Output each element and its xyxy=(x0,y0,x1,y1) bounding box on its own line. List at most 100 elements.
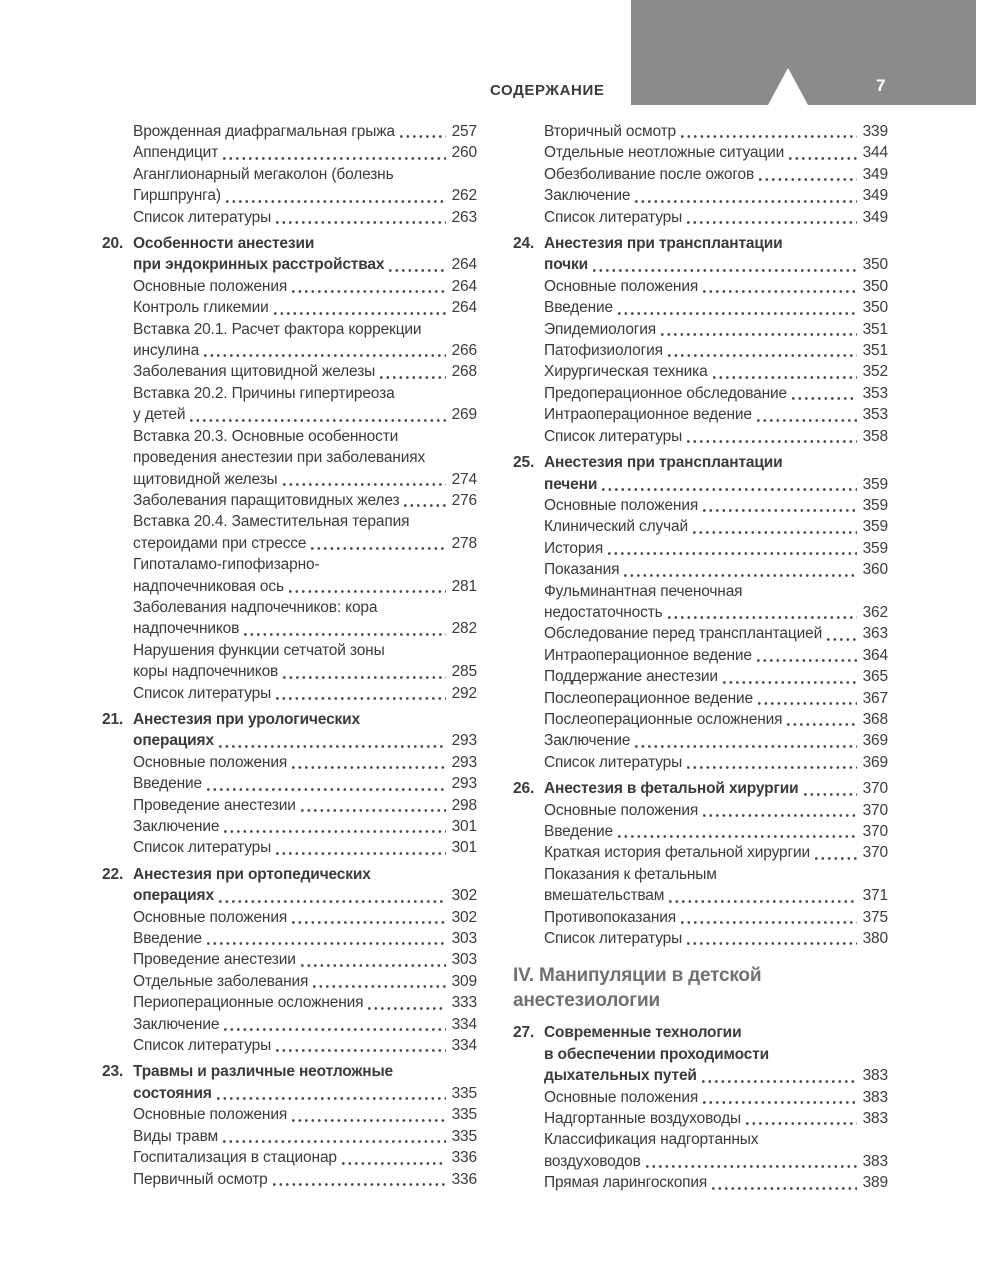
entry-title: операциях xyxy=(133,732,214,750)
entry-title: Основные положения xyxy=(544,496,699,514)
toc-sub-entry: Заключение 349 xyxy=(513,185,888,206)
page-number: 351 xyxy=(862,342,889,360)
page-number: 370 xyxy=(862,780,889,798)
dot-leader xyxy=(687,766,857,770)
toc-sub-entry: Краткая история фетальной хирургии 370 xyxy=(513,842,888,863)
dot-leader xyxy=(273,311,446,315)
toc-sub-entry: Аппендицит 260 xyxy=(102,142,477,163)
toc-sub-entry: Основные положения 359 xyxy=(513,495,888,516)
dot-leader xyxy=(368,1006,446,1010)
entry-title: Отдельные заболевания xyxy=(133,972,309,990)
dot-leader xyxy=(635,199,857,203)
entry-title: Прямая ларингоскопия xyxy=(544,1174,708,1192)
entry-title: Проведение анестезии xyxy=(133,951,296,969)
toc-chapter-entry: 24. Анестезия при трансплантации почки 350 xyxy=(513,233,888,276)
dot-leader xyxy=(313,985,446,989)
entry-title: Послеоперационное ведение xyxy=(544,689,753,707)
page-number: 302 xyxy=(451,887,478,905)
entry-title: Список литературы xyxy=(133,839,272,857)
entry-title: Особенности анестезии xyxy=(133,235,315,253)
corner-tab-notch-icon xyxy=(768,68,808,105)
toc-chapter-entry: 23. Травмы и различные неотложные состояни… xyxy=(102,1061,477,1104)
toc-sub-entry: Обезболивание после ожогов 349 xyxy=(513,164,888,185)
dot-leader xyxy=(216,1097,446,1101)
page-number: 293 xyxy=(451,732,478,750)
page-number: 262 xyxy=(451,187,478,205)
entry-title: надпочечниковая ось xyxy=(133,577,284,595)
toc-sub-entry: Вторичный осмотр 339 xyxy=(513,121,888,142)
page-number: 370 xyxy=(862,823,889,840)
page-number: 293 xyxy=(451,753,478,771)
entry-title: Введение xyxy=(133,775,202,793)
entry-title: недостаточность xyxy=(544,603,663,621)
page-number: 349 xyxy=(862,208,889,226)
entry-title: коры надпочечников xyxy=(133,663,279,681)
entry-title: Проведение анестезии xyxy=(133,796,296,814)
entry-title: Интраоперационное ведение xyxy=(544,406,752,424)
dot-leader xyxy=(703,509,857,513)
toc-sub-entry: Вставка 20.2. Причины гипертиреоза у дете… xyxy=(102,383,477,426)
page-number: 359 xyxy=(862,539,889,557)
toc-sub-entry: Введение 303 xyxy=(102,928,477,949)
dot-leader xyxy=(827,637,857,641)
page-number: 350 xyxy=(862,256,889,274)
entry-title: Основные положения xyxy=(133,753,288,771)
dot-leader xyxy=(225,199,446,203)
toc-sub-entry: Список литературы 301 xyxy=(102,837,477,858)
entry-title: при эндокринных расстройствах xyxy=(133,256,385,274)
dot-leader xyxy=(276,696,446,700)
entry-title: инсулина xyxy=(133,342,200,360)
entry-title: Список литературы xyxy=(544,427,683,445)
toc-sub-entry: Показания к фетальным вмешательствам 371 xyxy=(513,864,888,907)
page-number: 298 xyxy=(451,796,478,814)
entry-title: Введение xyxy=(544,823,613,840)
chapter-number: 20. xyxy=(102,235,124,253)
dot-leader xyxy=(687,942,857,946)
page-number: 369 xyxy=(862,753,889,771)
toc-sub-entry: Гипоталамо-гипофизарно-надпочечниковая о… xyxy=(102,554,477,597)
dot-leader xyxy=(292,1118,446,1122)
dot-leader xyxy=(283,675,446,679)
dot-leader xyxy=(300,963,446,967)
toc-column-right: Вторичный осмотр 339 Отдельные неотложные … xyxy=(513,121,888,1194)
page-number: 368 xyxy=(862,710,889,728)
entry-title: Современные технологии xyxy=(544,1024,742,1042)
toc-sub-entry: Аганглионарный мегаколон (болезнь Гиршпру… xyxy=(102,164,477,207)
entry-title: Анестезия при урологических xyxy=(133,710,361,728)
dot-leader xyxy=(703,1101,857,1105)
toc-column-left: Врожденная диафрагмальная грыжа 257 Аппенд… xyxy=(102,121,477,1190)
chapter-number: 27. xyxy=(513,1024,535,1042)
page-number: 359 xyxy=(862,496,889,514)
dot-leader xyxy=(244,632,446,636)
entry-title: Введение xyxy=(133,930,202,948)
toc-sub-entry: Предоперационное обследование 353 xyxy=(513,383,888,404)
toc-sub-entry: Классификация надгортанных воздуховодов 38… xyxy=(513,1129,888,1172)
dot-leader xyxy=(380,375,446,379)
dot-leader xyxy=(669,899,857,903)
dot-leader xyxy=(667,354,857,358)
toc-sub-entry: Основные положения 302 xyxy=(102,907,477,928)
entry-title: Вставка 20.4. Заместительная терапия xyxy=(133,513,410,531)
page-number: 353 xyxy=(862,406,889,424)
entry-title: Классификация надгортанных xyxy=(544,1131,759,1149)
entry-title: Нарушения функции сетчатой зоны xyxy=(133,641,385,659)
dot-leader xyxy=(608,552,857,556)
entry-title: воздуховодов xyxy=(544,1152,641,1170)
dot-leader xyxy=(756,659,857,663)
toc-sub-entry: Послеоперационное ведение 367 xyxy=(513,688,888,709)
dot-leader xyxy=(602,487,857,491)
toc-sub-entry: Заболевания надпочечников: кора надпочечн… xyxy=(102,597,477,640)
dot-leader xyxy=(389,268,446,272)
entry-title: Госпитализация в стационар xyxy=(133,1149,337,1167)
page-number: 285 xyxy=(451,663,478,681)
toc-sub-entry: Список литературы 369 xyxy=(513,752,888,773)
entry-title: Интраоперационное ведение xyxy=(544,646,752,664)
dot-leader xyxy=(300,809,446,812)
dot-leader xyxy=(687,440,857,444)
dot-leader xyxy=(759,178,857,182)
page-number: 344 xyxy=(862,144,889,162)
entry-title: Заключение xyxy=(544,187,631,205)
toc-sub-entry: Хирургическая техника 352 xyxy=(513,361,888,382)
page-number: 266 xyxy=(451,342,478,360)
page-number: 263 xyxy=(451,208,478,226)
